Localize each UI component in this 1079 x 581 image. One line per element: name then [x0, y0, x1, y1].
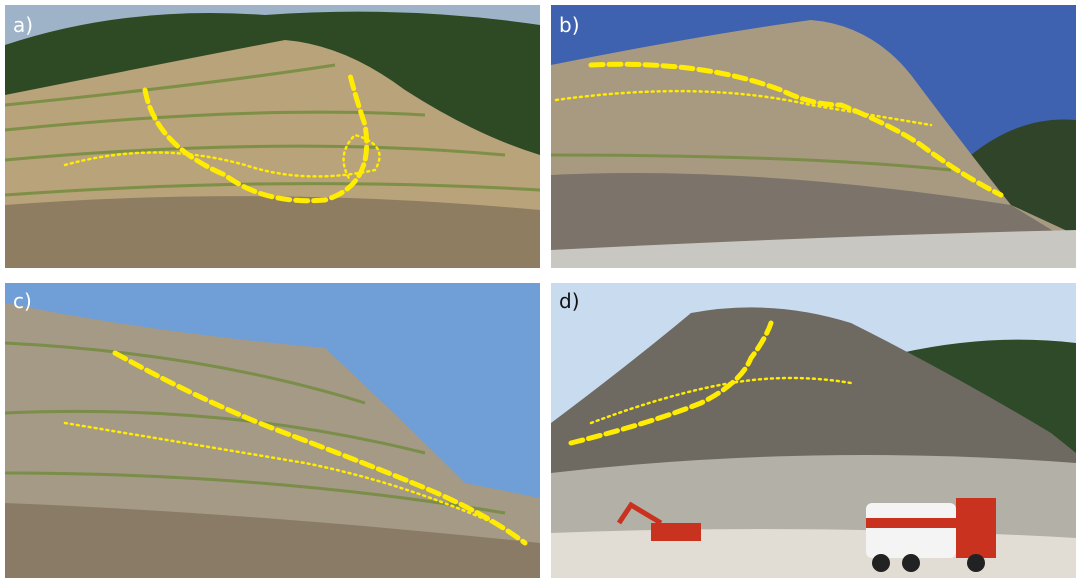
- wheel: [872, 554, 890, 572]
- truck: [866, 498, 996, 572]
- fault-line: [112, 350, 528, 546]
- photo-b: b): [551, 5, 1076, 268]
- fracture-line: [63, 133, 381, 182]
- ground: [551, 529, 1076, 578]
- excavator-body: [651, 523, 701, 541]
- bench: [551, 153, 952, 172]
- panel-label: d): [559, 289, 580, 313]
- rock-face: [5, 303, 540, 578]
- excavator: [616, 501, 701, 541]
- photo-c: c): [5, 283, 540, 578]
- bench: [5, 341, 366, 405]
- fault-line: [142, 72, 370, 204]
- panel-label: a): [13, 13, 33, 37]
- rock-base: [5, 196, 540, 268]
- benches: [5, 63, 540, 197]
- truck-cab: [956, 498, 996, 558]
- benches: [5, 341, 506, 515]
- wheel: [902, 554, 920, 572]
- fault-line: [588, 61, 1004, 198]
- bench: [5, 409, 426, 455]
- fracture-line: [554, 89, 933, 127]
- photo-a: a): [5, 5, 540, 268]
- bench: [5, 110, 426, 132]
- wheel: [967, 554, 985, 572]
- truck-stripe: [866, 518, 956, 528]
- rock-base: [5, 503, 540, 578]
- excavator-arm: [616, 501, 663, 526]
- bench: [5, 63, 336, 107]
- bench: [5, 182, 540, 197]
- panel-label: b): [559, 13, 580, 37]
- road: [551, 230, 1076, 268]
- bench: [5, 471, 506, 515]
- photo-d: d): [551, 283, 1076, 578]
- bench: [5, 144, 506, 162]
- fracture-line: [63, 421, 507, 530]
- fracture-line: [589, 376, 853, 425]
- panel-label: c): [13, 289, 32, 313]
- fault-line: [568, 320, 774, 446]
- truck-tank: [866, 503, 956, 558]
